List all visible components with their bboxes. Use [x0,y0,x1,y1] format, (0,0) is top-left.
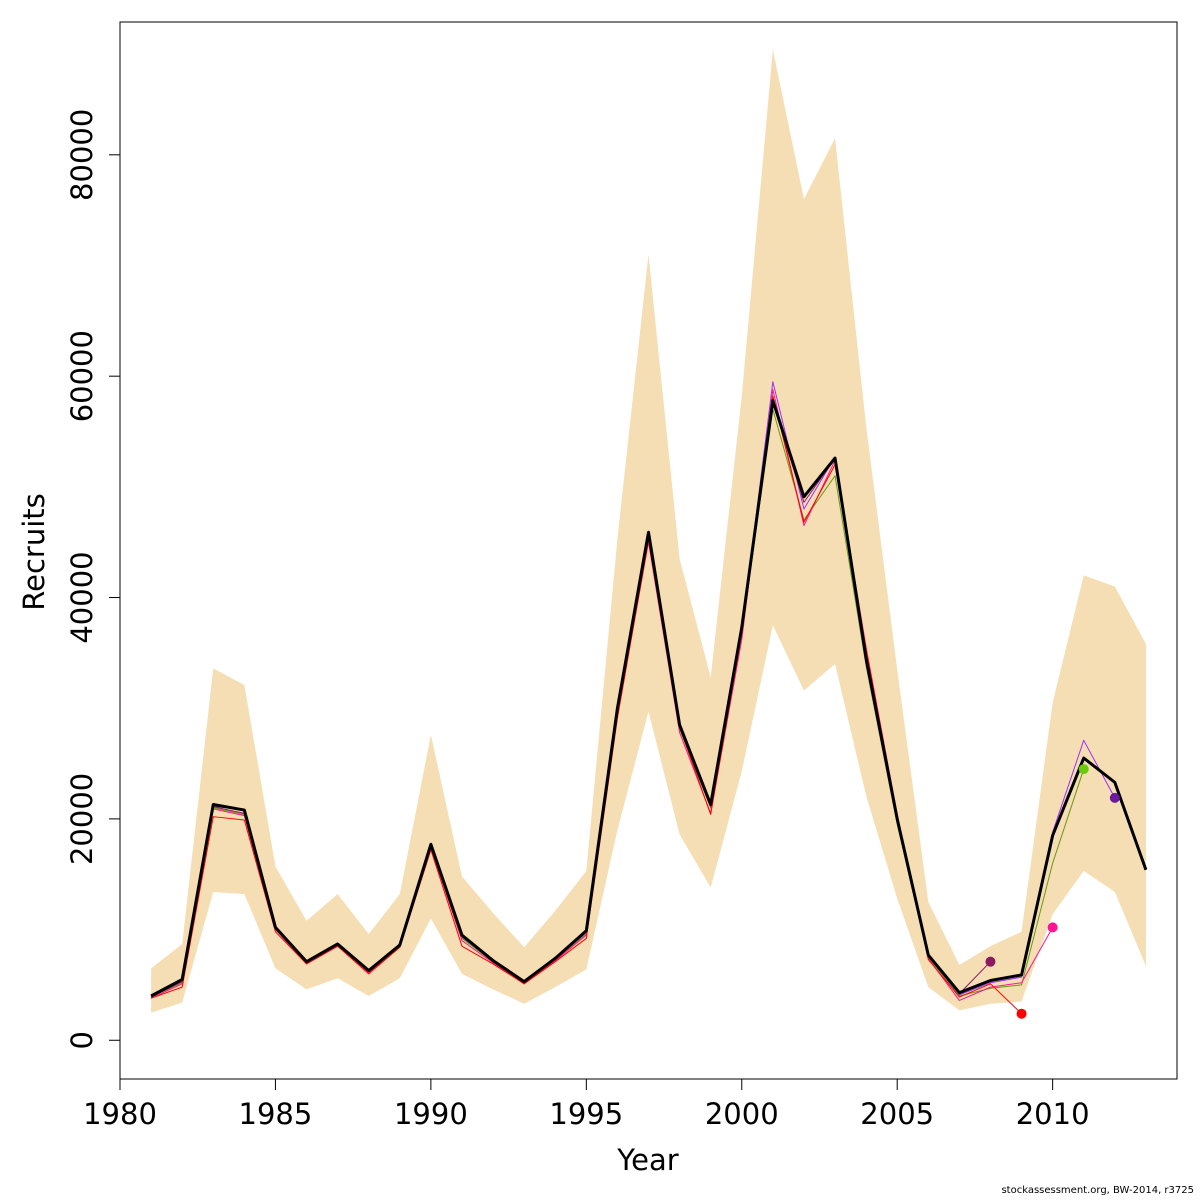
end-point-2009 [1016,1008,1027,1019]
end-point-2008 [985,956,996,967]
end-point-2011 [1078,764,1089,775]
x-axis-label: Year [616,1143,678,1177]
end-points-layer [985,764,1120,1019]
end-point-2012 [1109,792,1120,803]
series-line-1 [150,399,1148,998]
x-tick-label: 2005 [860,1097,934,1131]
y-tick-label: 60000 [65,330,99,422]
series-layer [150,381,1148,1015]
x-tick-label: 2010 [1016,1097,1090,1131]
y-axis: 0 20000 40000 60000 80000 [65,109,121,1049]
x-axis: 1980 1985 1990 1995 2000 2005 2010 [83,1078,1090,1131]
x-tick-label: 1980 [83,1097,157,1131]
footer-credit: stockassessment.org, BW-2014, r3725 [1001,1185,1194,1196]
y-tick-label: 80000 [65,109,99,201]
y-tick-label: 0 [65,1031,99,1049]
y-tick-label: 20000 [65,773,99,865]
end-point-2010 [1047,922,1058,933]
x-tick-label: 1995 [549,1097,623,1131]
x-tick-label: 1985 [239,1097,313,1131]
y-axis-label: Recruits [17,493,51,610]
x-tick-label: 2000 [705,1097,779,1131]
y-tick-label: 40000 [65,551,99,643]
x-tick-label: 1990 [394,1097,468,1131]
